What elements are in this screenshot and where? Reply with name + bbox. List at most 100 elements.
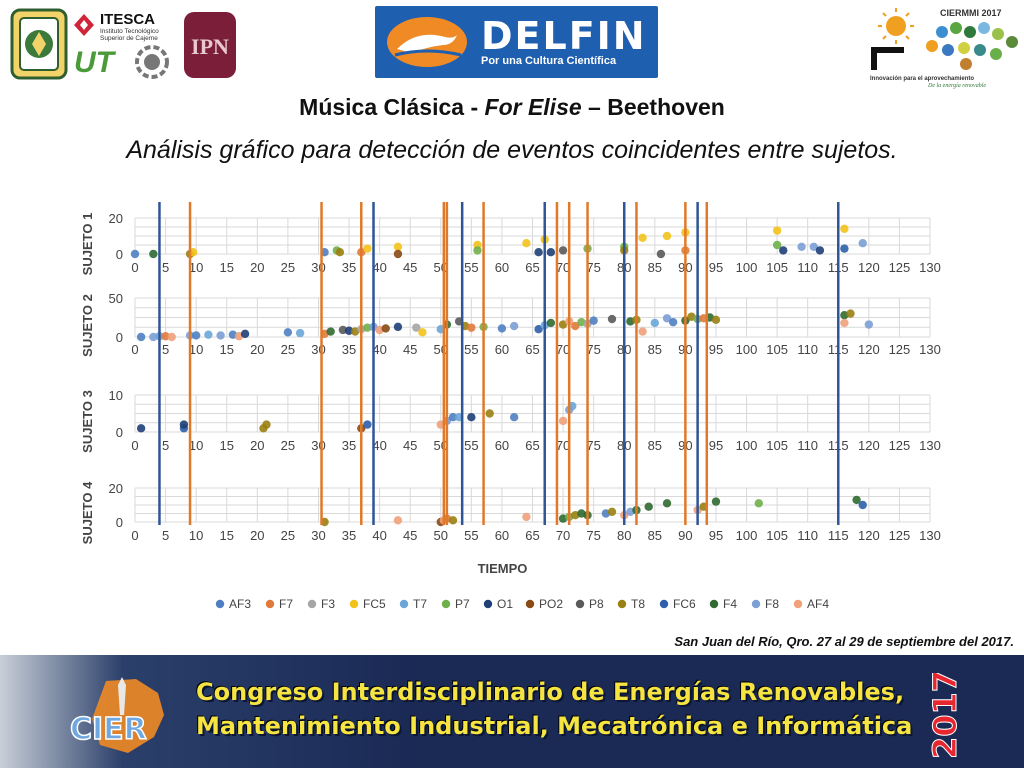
- legend-marker-f4: [709, 599, 719, 609]
- x-tick-label: 70: [556, 342, 570, 357]
- subplot-label: SUJETO 3: [80, 390, 95, 453]
- legend-marker-t7: [399, 599, 409, 609]
- x-tick-label: 45: [403, 260, 417, 275]
- x-tick-label: 5: [162, 260, 169, 275]
- data-point-af3: [130, 249, 140, 259]
- x-tick-label: 65: [525, 342, 539, 357]
- data-point-af3: [509, 413, 519, 422]
- x-tick-label: 45: [403, 528, 417, 543]
- data-point-t8: [262, 420, 271, 429]
- x-tick-label: 130: [919, 342, 941, 357]
- x-tick-label: 75: [586, 438, 600, 453]
- legend-label-po2: PO2: [539, 597, 563, 611]
- legend-label-f4: F4: [723, 597, 737, 611]
- banner-year: 2017: [926, 673, 964, 760]
- x-tick-label: 0: [131, 342, 138, 357]
- data-point-t8: [607, 507, 617, 516]
- x-tick-label: 65: [525, 438, 539, 453]
- x-tick-label: 20: [250, 438, 264, 453]
- scatter-chart: 0200510152025303540455055606570758085909…: [80, 202, 941, 611]
- data-point-f8: [662, 314, 672, 323]
- ciermmi-name: CIERMMI 2017: [940, 8, 1002, 18]
- x-tick-label: 60: [495, 528, 509, 543]
- x-tick-label: 125: [889, 260, 911, 275]
- x-tick-label: 100: [736, 528, 758, 543]
- x-tick-label: 0: [131, 438, 138, 453]
- y-tick-label: 20: [109, 481, 123, 496]
- itesca-line1: Instituto Tecnológico: [100, 28, 159, 35]
- x-tick-label: 95: [709, 438, 723, 453]
- data-point-f4: [852, 495, 861, 505]
- data-point-p7: [772, 240, 782, 250]
- data-point-f7: [467, 323, 476, 332]
- x-tick-label: 30: [311, 260, 325, 275]
- x-tick-label: 100: [736, 438, 758, 453]
- data-point-p8: [338, 325, 348, 335]
- data-point-fc5: [418, 328, 427, 337]
- banner-year-text: 2017: [926, 673, 964, 759]
- x-tick-label: 95: [709, 260, 723, 275]
- data-point-p8: [656, 249, 666, 259]
- legend-label-af4: AF4: [807, 597, 829, 611]
- delfin-logo: DELFIN Por una Cultura Científica: [375, 6, 658, 78]
- x-tick-label: 15: [219, 528, 233, 543]
- ut-logo-text: UT: [74, 46, 117, 79]
- slide-subtitle: Análisis gráfico para detección de event…: [126, 136, 898, 164]
- data-point-t8: [448, 516, 458, 525]
- data-point-o1: [393, 322, 403, 332]
- data-point-fc6: [858, 500, 867, 510]
- x-tick-label: 50: [434, 528, 448, 543]
- title-italic: For Elise: [484, 94, 582, 120]
- cier-logo-text: CIER: [70, 712, 147, 747]
- x-tick-label: 45: [403, 342, 417, 357]
- data-point-t7: [204, 330, 213, 339]
- y-tick-label: 20: [109, 211, 123, 226]
- ciermmi-line1: Innovación para el aprovechamiento: [870, 76, 974, 82]
- data-point-fc5: [522, 239, 531, 248]
- x-tick-label: 120: [858, 260, 880, 275]
- data-point-t8: [485, 409, 494, 418]
- data-point-fc5: [638, 233, 647, 242]
- data-point-p8: [607, 314, 617, 324]
- itesca-logo: ITESCA Instituto Tecnológico Superior de…: [74, 11, 159, 42]
- legend-label-t8: T8: [631, 597, 645, 611]
- x-tick-label: 40: [372, 528, 386, 543]
- data-point-o1: [344, 326, 354, 335]
- legend-marker-p8: [575, 599, 585, 609]
- congress-banner: CIER Congreso Interdisciplinario de Ener…: [0, 655, 1024, 768]
- x-tick-label: 105: [766, 438, 788, 453]
- x-tick-label: 90: [678, 528, 692, 543]
- y-tick-label: 0: [116, 330, 123, 345]
- x-tick-label: 25: [281, 438, 295, 453]
- x-axis-label: TIEMPO: [478, 561, 528, 576]
- data-point-fc5: [772, 226, 782, 235]
- data-point-fc6: [363, 420, 372, 429]
- data-point-f7: [161, 332, 170, 341]
- data-point-o1: [534, 248, 543, 257]
- data-point-af3: [448, 413, 458, 422]
- x-tick-label: 125: [889, 528, 911, 543]
- x-tick-label: 15: [219, 260, 233, 275]
- data-point-o1: [779, 246, 788, 255]
- x-tick-label: 70: [556, 528, 570, 543]
- legend-label-f3: F3: [321, 597, 335, 611]
- data-point-f4: [546, 318, 556, 328]
- data-point-f4: [326, 327, 335, 336]
- x-tick-label: 85: [648, 342, 662, 357]
- x-tick-label: 55: [464, 438, 478, 453]
- x-tick-label: 65: [525, 528, 539, 543]
- title-suffix: – Beethoven: [581, 94, 725, 120]
- x-tick-label: 130: [919, 260, 941, 275]
- x-tick-label: 45: [403, 438, 417, 453]
- x-tick-label: 10: [189, 260, 203, 275]
- data-point-f4: [711, 497, 721, 506]
- x-tick-label: 85: [648, 528, 662, 543]
- data-point-po2: [381, 324, 390, 333]
- data-point-fc5: [393, 242, 403, 251]
- x-tick-label: 30: [311, 528, 325, 543]
- data-point-f7: [571, 321, 580, 331]
- legend-label-fc6: FC6: [673, 597, 696, 611]
- data-point-t8: [846, 309, 855, 318]
- x-tick-label: 35: [342, 260, 356, 275]
- x-tick-label: 85: [648, 438, 662, 453]
